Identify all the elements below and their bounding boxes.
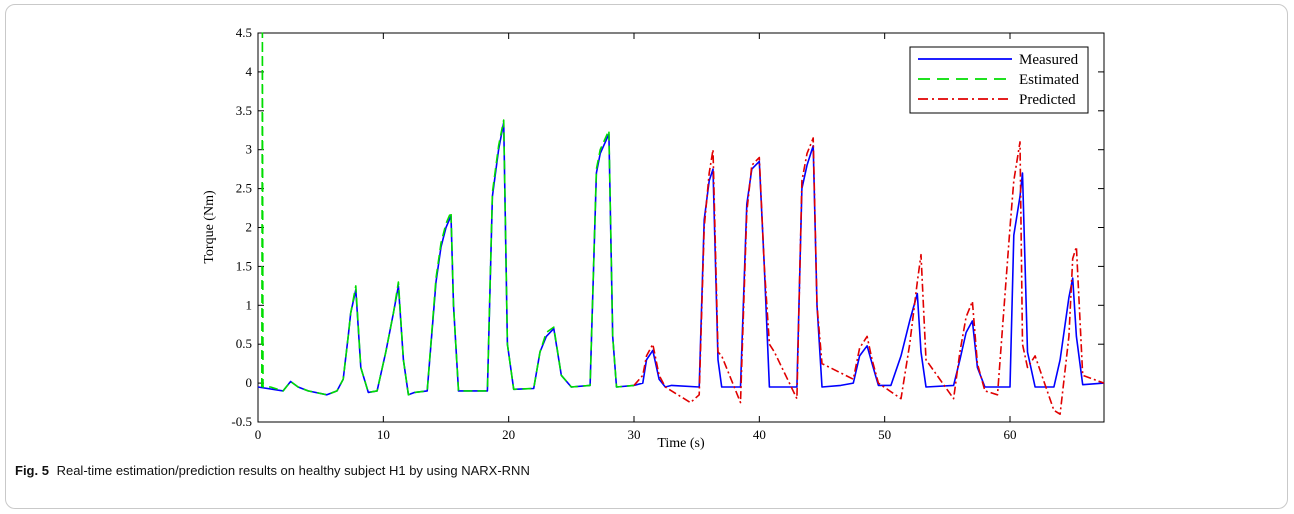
series-lines (257, 32, 1105, 416)
caption-text: Real-time estimation/prediction results … (56, 463, 530, 478)
y-axis-title: Torque (Nm) (202, 190, 217, 264)
series-line-predicted (633, 137, 1105, 416)
axis-ticks: 0 10 20 30 40 50 60-0.500.511.522.533.544.5 (231, 25, 1104, 442)
y-tick-label: 1 (246, 297, 253, 312)
y-tick-label: 3 (246, 142, 253, 157)
figure-label: Fig. 5 (15, 463, 49, 478)
series-line-estimated (260, 32, 635, 396)
y-tick-label: 1.5 (236, 258, 252, 273)
legend-label-predicted: Predicted (1019, 92, 1076, 108)
y-tick-label: 4 (246, 64, 253, 79)
x-tick-label: 60 (1004, 427, 1017, 442)
legend-label-measured: Measured (1019, 52, 1079, 68)
y-tick-label: 2 (246, 220, 253, 235)
x-tick-label: 20 (502, 427, 515, 442)
y-tick-label: 0 (246, 375, 253, 390)
x-tick-label: 10 (377, 427, 390, 442)
y-tick-label: 4.5 (236, 25, 252, 40)
x-axis-title: Time (s) (657, 436, 705, 451)
legend-box (909, 46, 1089, 114)
x-tick-label: 30 (628, 427, 641, 442)
y-tick-label: 2.5 (236, 181, 252, 196)
legend: Measured Estimated Predicted (909, 46, 1089, 114)
y-tick-label: 3.5 (236, 103, 252, 118)
x-tick-label: 50 (878, 427, 891, 442)
x-tick-label: 0 (255, 427, 262, 442)
x-tick-label: 40 (753, 427, 766, 442)
y-tick-label: -0.5 (231, 414, 252, 429)
y-tick-label: 0.5 (236, 336, 252, 351)
legend-label-estimated: Estimated (1019, 72, 1079, 88)
figure-caption: Fig. 5 Real-time estimation/prediction r… (15, 463, 1275, 478)
